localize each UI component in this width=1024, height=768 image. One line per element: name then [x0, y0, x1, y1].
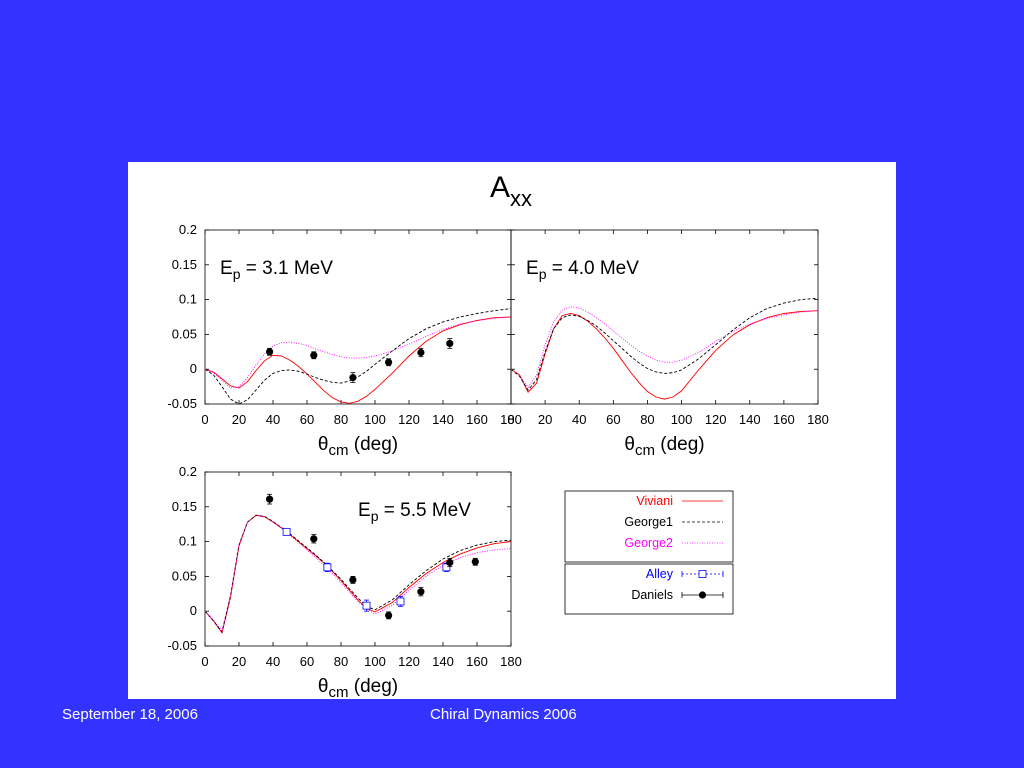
x-tick-label: 0 [201, 412, 208, 427]
y-tick-label: -0.05 [167, 396, 197, 411]
george1-curve [205, 308, 511, 404]
figure-panel: Axx 0 20 40 60 80 100 120 140 160 180 -0.05 0 0.05 0.… [128, 162, 896, 699]
x-axis-label: θcm (deg) [318, 676, 398, 699]
alley-data-point [282, 527, 291, 536]
legend-item-daniels: Daniels [631, 588, 724, 602]
svg-text:George1: George1 [624, 515, 673, 529]
chart-panel-1: 0 20 40 60 80 100 120 140 160 180 -0.05 0 0.05 0.1 0.1… [167, 222, 521, 459]
viviani-curve [205, 514, 511, 634]
daniels-data-point [417, 587, 425, 597]
y-tick-label: 0.1 [179, 534, 197, 549]
y-tick-label: -0.05 [167, 638, 197, 653]
george2-curve [511, 306, 818, 389]
daniels-data-point [446, 557, 454, 568]
x-tick-label: 100 [364, 412, 386, 427]
x-tick-label: 0 [201, 654, 208, 669]
y-tick-label: 0 [190, 603, 197, 618]
daniels-data-point [266, 347, 274, 356]
x-tick-label: 180 [500, 412, 522, 427]
daniels-data-point [446, 338, 454, 349]
x-tick-label: 140 [432, 654, 454, 669]
y-tick-label: 0.1 [179, 292, 197, 307]
alley-data-point [362, 599, 371, 612]
george1-curve [511, 297, 818, 391]
x-tick-label: 40 [266, 654, 280, 669]
x-tick-label: 100 [364, 654, 386, 669]
x-tick-label: 160 [466, 412, 488, 427]
viviani-curve [205, 316, 511, 404]
legend-item-george2: George2 [624, 536, 723, 550]
x-tick-label: 40 [572, 412, 586, 427]
svg-text:George2: George2 [624, 536, 673, 550]
energy-annotation: Ep = 5.5 MeV [358, 500, 471, 524]
x-tick-label: 180 [500, 654, 522, 669]
chart-panel-3: 0 20 40 60 80 100 120 140 160 180 -0.05 0 0.05 0.1 0.1… [167, 464, 521, 699]
x-tick-label: 40 [266, 412, 280, 427]
figure-title: Axx [490, 171, 532, 211]
x-tick-label: 20 [232, 654, 246, 669]
legend-data: Alley Daniels [564, 563, 734, 615]
daniels-data-point [385, 358, 393, 367]
george1-curve [205, 514, 511, 634]
x-tick-label: 120 [398, 654, 420, 669]
george2-curve [205, 515, 511, 632]
x-tick-label: 140 [739, 412, 761, 427]
alley-data-point [396, 596, 405, 607]
x-tick-label: 160 [466, 654, 488, 669]
x-tick-label: 60 [300, 654, 314, 669]
legend-box [564, 490, 734, 563]
daniels-data-point [471, 557, 479, 566]
y-tick-label: 0.05 [172, 568, 197, 583]
footer-event: Chiral Dynamics 2006 [430, 706, 577, 723]
x-tick-label: 20 [232, 412, 246, 427]
axx-figure: Axx 0 20 40 60 80 100 120 140 160 180 -0.05 0 0.05 0.… [167, 171, 829, 699]
daniels-data-point [349, 575, 357, 584]
daniels-data-point [385, 611, 393, 620]
svg-text:Alley: Alley [646, 567, 674, 581]
legend-item-viviani: Viviani [636, 494, 723, 508]
footer-date: September 18, 2006 [62, 706, 198, 723]
y-tick-label: 0.2 [179, 222, 197, 237]
y-tick-label: 0 [190, 361, 197, 376]
x-tick-label: 60 [606, 412, 620, 427]
x-tick-label: 60 [300, 412, 314, 427]
x-tick-label: 100 [671, 412, 693, 427]
y-tick-label: 0.2 [179, 464, 197, 479]
daniels-data-point [349, 372, 357, 383]
svg-text:Daniels: Daniels [631, 588, 673, 602]
x-tick-label: 0 [507, 412, 514, 427]
y-tick-label: 0.15 [172, 257, 197, 272]
energy-annotation: Ep = 3.1 MeV [220, 258, 333, 282]
x-axis-label: θcm (deg) [624, 434, 704, 459]
x-tick-label: 80 [334, 654, 348, 669]
x-tick-label: 80 [640, 412, 654, 427]
alley-data-point [442, 562, 451, 572]
daniels-data-point [417, 347, 425, 358]
daniels-data-point [266, 493, 274, 505]
x-tick-label: 20 [538, 412, 552, 427]
x-tick-label: 120 [398, 412, 420, 427]
legend-item-alley: Alley [646, 567, 724, 581]
y-tick-label: 0.15 [172, 499, 197, 514]
x-tick-label: 120 [705, 412, 727, 427]
x-tick-label: 140 [432, 412, 454, 427]
svg-text:Viviani: Viviani [636, 494, 673, 508]
plot-frame [204, 471, 512, 647]
legend-item-george1: George1 [624, 515, 723, 529]
y-tick-label: 0.05 [172, 326, 197, 341]
plot-frame [510, 229, 819, 405]
x-tick-label: 180 [807, 412, 829, 427]
x-tick-label: 160 [773, 412, 795, 427]
x-axis-label: θcm (deg) [318, 434, 398, 459]
x-tick-label: 80 [334, 412, 348, 427]
daniels-data-point [310, 534, 318, 544]
legend-curves: Viviani George1 George2 [564, 490, 734, 563]
daniels-data-point [310, 351, 318, 360]
alley-data-point [323, 562, 332, 572]
energy-annotation: Ep = 4.0 MeV [526, 258, 639, 282]
chart-panel-2: 0 20 40 60 80 100 120 140 160 180 θcm (deg) Ep = 4.… [507, 229, 829, 459]
